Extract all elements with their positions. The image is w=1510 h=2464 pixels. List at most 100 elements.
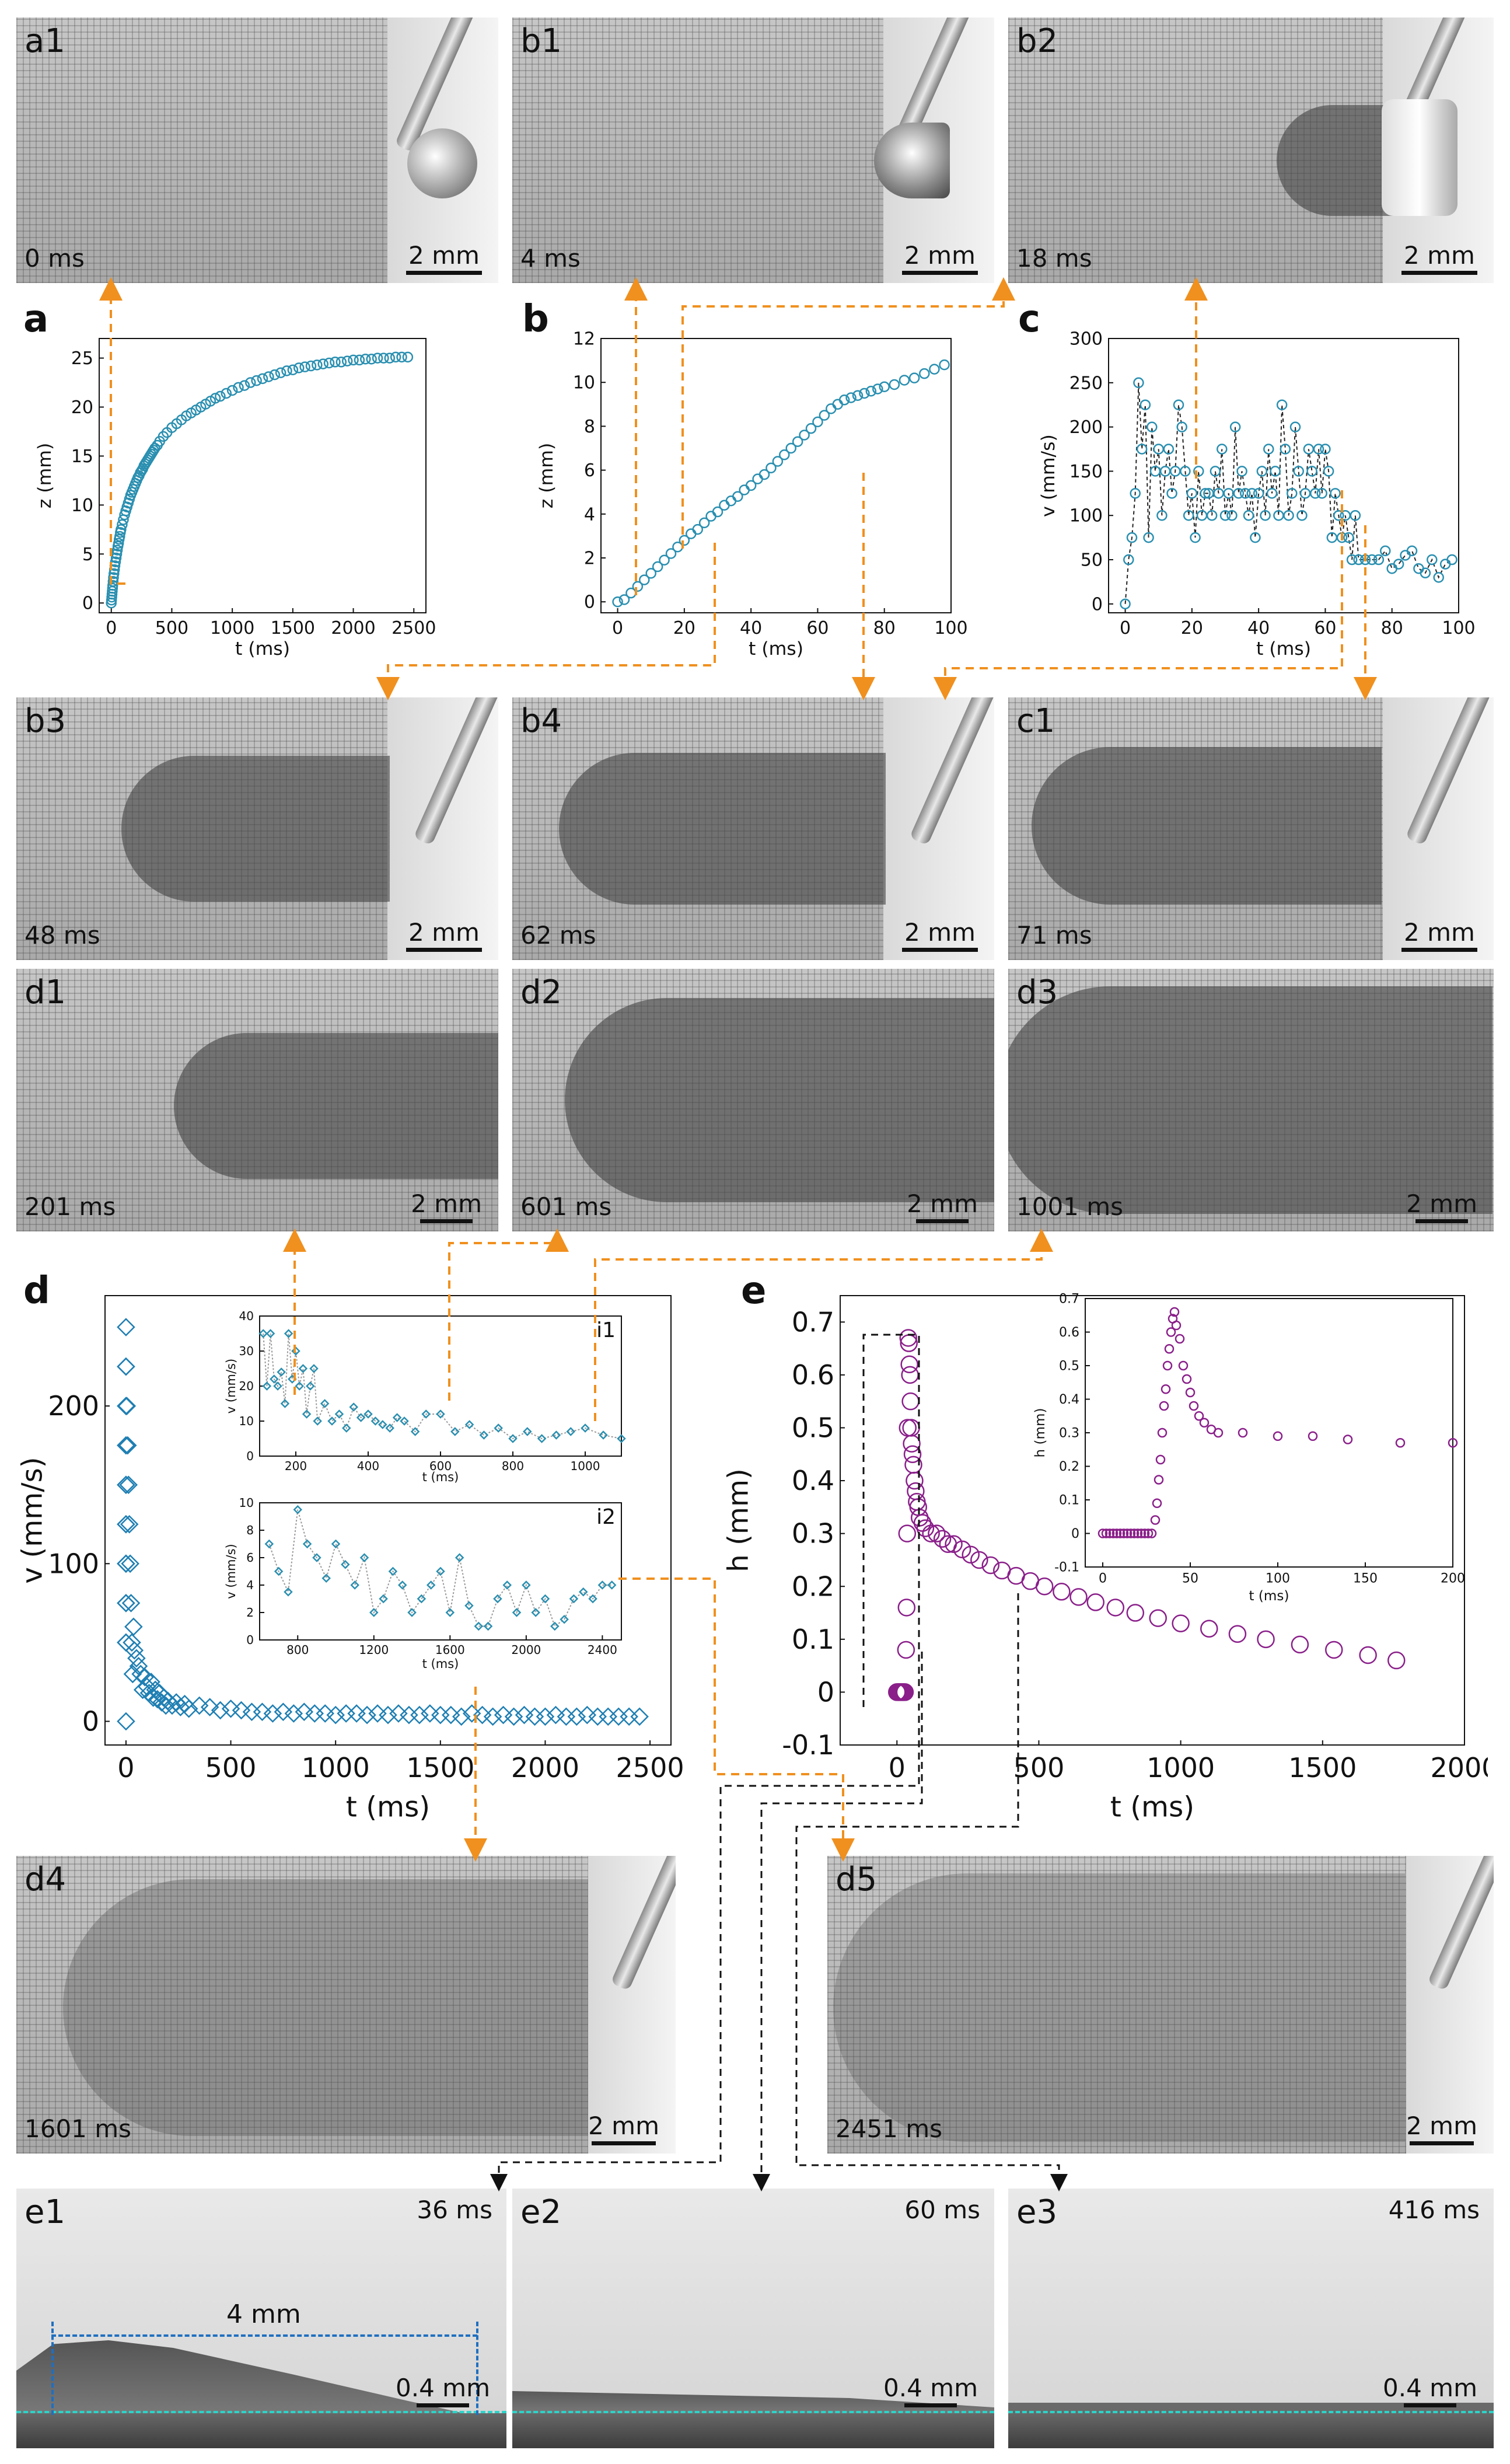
data-point [121,1594,141,1613]
x-axis-label: t (ms) [422,1657,459,1671]
data-point [384,353,396,364]
y-tick-label: 10 [239,1414,254,1428]
dimension-label: 4 mm [226,2299,301,2329]
data-point [350,1580,359,1590]
x-tick-label: 400 [357,1459,379,1473]
data-point [281,365,292,376]
series-line [263,1333,622,1440]
x-tick-label: 20 [1181,618,1203,638]
data-point [1256,466,1268,477]
data-point [1147,421,1158,432]
data-point [889,379,900,390]
data-point [442,1705,460,1725]
data-point [1283,509,1294,521]
data-point [872,383,883,395]
y-axis-label: h (mm) [723,1468,754,1572]
data-point [407,1608,417,1617]
data-point [215,390,226,402]
data-point [483,1621,493,1631]
data-point [1273,1431,1283,1441]
data-point [295,1702,314,1722]
data-point [792,436,803,447]
data-point [131,1664,150,1684]
data-point [275,367,286,378]
data-point [508,1434,518,1443]
data-point [366,354,377,365]
data-point [1154,1475,1164,1485]
data-point [1126,532,1138,543]
y-tick-label: 0.5 [1059,1359,1079,1374]
data-point [1291,1635,1309,1654]
data-point [388,1566,398,1576]
data-point [766,462,777,474]
data-point [1035,1577,1054,1596]
y-tick-label: -0.1 [1054,1561,1079,1575]
x-tick-label: 1500 [1288,1752,1357,1784]
x-tick-label: 0 [889,1752,906,1784]
data-point [1171,1320,1182,1331]
data-point [287,364,299,375]
data-point [1140,399,1151,410]
data-point [1250,532,1261,543]
data-point [779,449,790,460]
data-point [421,1704,439,1723]
x-tick-label: 500 [1013,1752,1065,1784]
data-point [1243,509,1254,521]
data-point [348,354,359,366]
data-point [385,1423,394,1433]
image-panel-b3: b3 48 ms 2 mm [16,697,498,960]
data-point [540,1594,550,1604]
data-point [531,1608,540,1617]
data-point [1166,488,1177,499]
data-point [124,1617,143,1636]
data-point [1108,1528,1118,1538]
data-point [1217,444,1228,455]
data-point [117,1514,135,1534]
y-tick-label: 2 [584,549,595,569]
data-point [1149,1609,1167,1627]
data-point [323,357,335,369]
data-point [117,1318,135,1336]
data-point [1106,1599,1125,1617]
data-point [929,364,940,375]
data-point [110,556,121,567]
data-point [1125,1528,1136,1538]
data-point [639,574,650,585]
data-point [251,375,262,386]
x-tick-label: 1000 [1147,1752,1215,1784]
data-point [698,517,710,529]
baseline [1008,2411,1494,2413]
wetted-area [833,1873,1405,2142]
wetted-area [63,1879,588,2136]
x-axis-label: t (ms) [346,1791,430,1823]
data-point [400,1416,409,1426]
data-point [280,1399,290,1408]
data-point [410,1427,420,1436]
data-point [1226,509,1238,521]
data-point [1353,554,1364,566]
data-point [1163,444,1175,455]
data-point [1253,488,1264,499]
data-point [354,354,365,366]
x-axis-label: t (ms) [749,638,803,659]
panel-tag: e1 [25,2193,66,2231]
x-tick-label: 1200 [359,1643,389,1657]
data-point [190,1696,209,1715]
data-point [316,1704,334,1723]
data-point [1183,509,1194,521]
data-point [277,1367,286,1377]
data-point [919,368,930,379]
data-point [110,552,122,564]
panel-tag: b3 [25,702,67,740]
data-point [107,576,119,587]
y-tick-label: 4 [246,1578,254,1592]
data-point [1104,1528,1115,1538]
data-point [359,1553,369,1562]
data-point [659,554,670,566]
plot-frame [600,338,952,613]
data-point [450,1427,460,1436]
data-point [390,351,401,363]
scale-label: 2 mm [907,1189,978,1218]
data-point [1175,1334,1185,1344]
